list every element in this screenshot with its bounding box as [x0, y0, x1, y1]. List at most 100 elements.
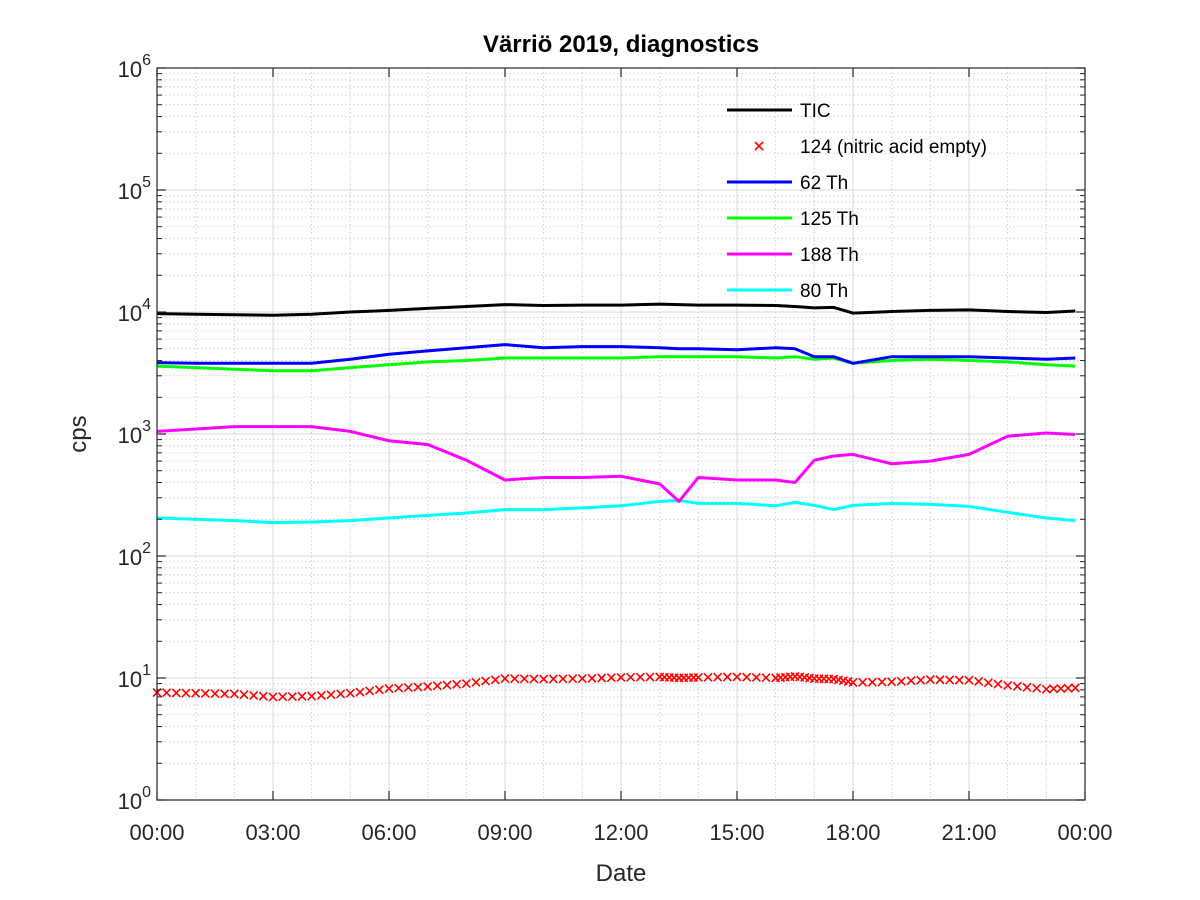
series-layer: [152, 302, 1080, 702]
data-point-marker: [423, 682, 433, 692]
data-point-marker: [587, 673, 597, 683]
data-point-marker: [529, 674, 539, 684]
data-point-marker: [993, 679, 1003, 689]
data-point-marker: [945, 675, 955, 685]
y-tick-label: 106: [118, 52, 151, 82]
legend-label: 80 Th: [800, 281, 848, 302]
y-tick-label: 100: [118, 784, 151, 814]
data-point-marker: [1022, 682, 1032, 692]
data-point-marker: [626, 672, 636, 682]
data-point-marker: [249, 690, 259, 700]
x-axis-label: Date: [596, 860, 647, 887]
tick-marks: [156, 67, 1086, 801]
legend-label: 188 Th: [800, 245, 859, 266]
data-point-marker: [432, 681, 442, 691]
data-point-marker: [577, 673, 587, 684]
data-point-marker: [307, 691, 317, 701]
data-point-marker: [635, 672, 645, 682]
data-point-marker: [452, 679, 462, 689]
data-point-marker: [848, 677, 858, 687]
data-point-marker: [858, 677, 868, 687]
data-point-marker: [645, 672, 655, 682]
data-point-marker: [278, 692, 288, 702]
data-point-marker: [558, 674, 568, 684]
x-tick-label: 15:00: [709, 820, 764, 845]
series-line-tic: [156, 302, 1076, 317]
data-point-marker: [751, 672, 761, 683]
data-point-marker: [983, 678, 993, 688]
data-point-marker: [925, 675, 935, 685]
series-124-markers: [152, 671, 1080, 702]
data-point-marker: [703, 672, 713, 682]
data-point-marker: [887, 677, 897, 687]
data-point-marker: [510, 674, 520, 684]
data-point-marker: [1070, 683, 1080, 693]
data-point-marker: [481, 676, 491, 686]
x-tick-label: 12:00: [593, 820, 648, 845]
series-line-125: [156, 355, 1076, 373]
legend-label: 125 Th: [800, 209, 859, 230]
x-tick-label: 00:00: [1057, 820, 1112, 845]
data-point-marker: [384, 683, 394, 694]
data-point-marker: [935, 675, 945, 685]
y-tick-label: 101: [118, 662, 151, 692]
data-point-marker: [345, 688, 355, 698]
data-point-marker: [374, 685, 384, 695]
data-point-marker: [539, 674, 549, 684]
data-point-marker: [287, 691, 297, 702]
data-point-marker: [974, 676, 984, 687]
y-tick-label: 105: [118, 174, 151, 204]
series-line-188: [156, 425, 1076, 503]
data-point-marker: [722, 672, 732, 682]
data-point-marker: [896, 676, 906, 686]
y-axis-label: cps: [65, 415, 92, 452]
data-point-marker: [500, 673, 510, 684]
data-point-marker: [867, 677, 877, 687]
y-tick-label: 102: [118, 540, 151, 570]
data-point-marker: [1032, 683, 1042, 693]
data-point-marker: [191, 688, 201, 698]
x-tick-label: 00:00: [129, 820, 184, 845]
y-tick-label: 103: [118, 418, 151, 448]
data-point-marker: [597, 673, 607, 683]
data-point-marker: [761, 673, 771, 683]
x-tick-label: 09:00: [477, 820, 532, 845]
legend: TIC 124 (nitric acid empty) 62 Th 125 Th 188…: [727, 101, 987, 302]
data-point-marker: [519, 674, 529, 684]
data-point-marker: [1003, 680, 1013, 690]
legend-label: 124 (nitric acid empty): [800, 137, 987, 158]
data-point-marker: [171, 688, 181, 698]
data-point-marker: [916, 675, 926, 685]
data-point-marker: [297, 691, 307, 701]
data-point-marker: [403, 682, 413, 693]
data-point-marker: [906, 676, 916, 686]
data-point-marker: [1056, 683, 1066, 694]
data-point-marker: [742, 672, 752, 682]
x-tick-label: 06:00: [361, 820, 416, 845]
x-tick-label: 03:00: [245, 820, 300, 845]
data-point-marker: [548, 674, 558, 684]
legend-label: TIC: [800, 101, 831, 122]
data-point-marker: [616, 672, 626, 683]
data-point-marker: [394, 683, 404, 693]
data-point-marker: [258, 691, 268, 701]
data-point-marker: [471, 677, 481, 687]
data-point-marker: [964, 675, 974, 685]
legend-label: 62 Th: [800, 173, 848, 194]
data-point-marker: [326, 690, 336, 700]
data-point-marker: [336, 689, 346, 699]
x-tick-label: 18:00: [825, 820, 880, 845]
y-tick-label: 104: [118, 296, 151, 326]
data-point-marker: [229, 689, 239, 699]
data-point-marker: [1012, 681, 1022, 691]
data-point-marker: [413, 682, 423, 692]
data-point-marker: [1041, 684, 1051, 694]
data-point-marker: [220, 689, 230, 699]
data-point-marker: [732, 672, 742, 682]
series-line-62: [156, 343, 1076, 365]
data-point-marker: [268, 692, 278, 702]
data-point-marker: [693, 672, 703, 683]
data-point-marker: [461, 679, 471, 689]
chart-title: Värriö 2019, diagnostics: [483, 31, 759, 58]
